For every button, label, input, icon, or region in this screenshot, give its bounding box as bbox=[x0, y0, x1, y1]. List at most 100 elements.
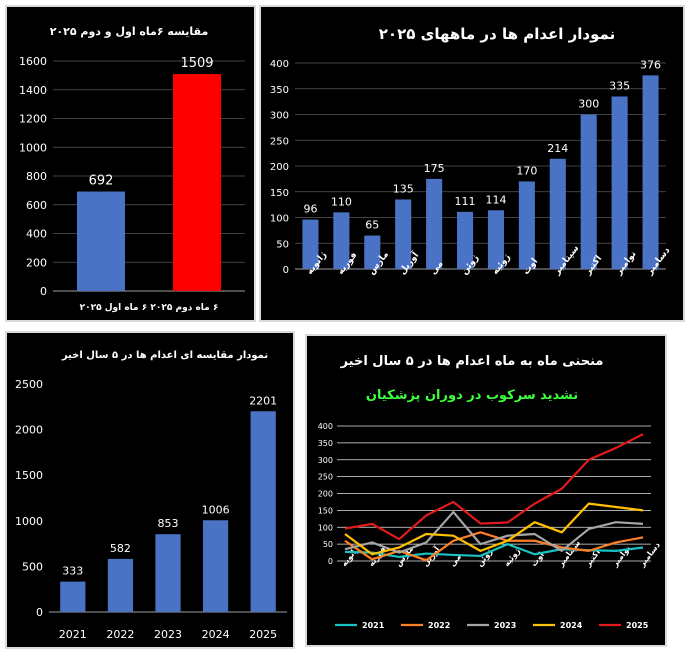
bar bbox=[155, 534, 181, 612]
bar-value-label: 110 bbox=[331, 195, 352, 208]
bar bbox=[549, 158, 566, 269]
chart-title: نمودار اعدام ها در ماههای ۲۰۲۵ bbox=[379, 25, 615, 43]
y-tick-label: 2000 bbox=[15, 424, 43, 437]
y-tick-label: 1600 bbox=[19, 55, 47, 68]
five-year-chart-panel: نمودار مقایسه ای اعدام ها در ۵ سال اخیر 0… bbox=[5, 331, 295, 649]
bar bbox=[202, 520, 229, 612]
chart-title: مقایسه ۶ماه اول و دوم ۲۰۲۵ bbox=[50, 25, 209, 38]
monthly-bar-chart: نمودار اعدام ها در ماههای ۲۰۲۵ 0 50 100 150 2… bbox=[270, 25, 673, 278]
bar-value-label: 692 bbox=[89, 174, 114, 189]
monthly-line-chart: منحنی ماه به ماه اعدام ها در ۵ سال اخیر ت… bbox=[318, 354, 662, 630]
bar bbox=[60, 581, 86, 612]
series-line-2024 bbox=[344, 502, 644, 556]
bar bbox=[580, 114, 597, 269]
y-tick-label: 1000 bbox=[19, 141, 47, 154]
bar bbox=[642, 75, 659, 269]
y-tick-label: 0 bbox=[40, 285, 47, 298]
legend-label-2022: 2022 bbox=[428, 621, 450, 630]
chart-title: نمودار مقایسه ای اعدام ها در ۵ سال اخیر bbox=[61, 350, 268, 361]
bar bbox=[333, 212, 350, 269]
y-tick-label: 0 bbox=[283, 265, 289, 276]
legend-label-2023: 2023 bbox=[494, 621, 516, 630]
series-line-2022 bbox=[344, 531, 644, 562]
y-tick-label: 200 bbox=[26, 256, 47, 269]
bar bbox=[426, 178, 443, 269]
bar-value-label: 853 bbox=[158, 517, 179, 530]
bar bbox=[77, 191, 125, 291]
legend-label-2024: 2024 bbox=[560, 621, 583, 630]
y-tick-label: 300 bbox=[318, 456, 333, 465]
y-tick-label: 250 bbox=[270, 136, 289, 147]
bar bbox=[302, 219, 319, 269]
series-line-2023 bbox=[344, 510, 644, 554]
y-tick-label: 400 bbox=[270, 59, 289, 70]
y-tick-label: 150 bbox=[318, 506, 333, 515]
y-tick-label: 2500 bbox=[15, 378, 43, 391]
y-tick-label: 0 bbox=[328, 557, 333, 566]
chart-title: منحنی ماه به ماه اعدام ها در ۵ سال اخیر bbox=[340, 354, 604, 369]
x-tick-label: دسامبر bbox=[637, 540, 662, 569]
y-tick-label: 1000 bbox=[15, 515, 43, 528]
bar-value-label: 376 bbox=[640, 58, 661, 71]
x-tick-label: 2025 bbox=[249, 628, 277, 641]
monthly-line-chart-panel: منحنی ماه به ماه اعدام ها در ۵ سال اخیر ت… bbox=[305, 334, 667, 647]
legend-label-2025: 2025 bbox=[626, 621, 649, 630]
series-line-2025 bbox=[344, 433, 644, 541]
x-tick-label: 2022 bbox=[106, 628, 134, 641]
bar bbox=[250, 411, 276, 612]
bar bbox=[107, 558, 134, 612]
y-tick-label: 400 bbox=[318, 422, 333, 431]
five-year-bar-chart: نمودار مقایسه ای اعدام ها در ۵ سال اخیر 0… bbox=[15, 350, 287, 641]
bar-value-label: 582 bbox=[110, 542, 131, 555]
y-tick-label: 50 bbox=[276, 239, 289, 250]
bar-value-label: 175 bbox=[424, 162, 445, 175]
x-tick-label: 2021 bbox=[59, 628, 87, 641]
x-tick-label: نوامبر bbox=[610, 544, 632, 569]
y-tick-label: 300 bbox=[270, 111, 289, 122]
y-tick-label: 1200 bbox=[19, 113, 47, 126]
y-tick-label: 150 bbox=[270, 188, 289, 199]
y-tick-label: 50 bbox=[323, 540, 333, 549]
bar-value-label: 1006 bbox=[202, 503, 230, 516]
bar bbox=[395, 199, 412, 269]
bar-value-label: 96 bbox=[303, 203, 317, 216]
y-tick-label: 400 bbox=[26, 228, 47, 241]
bar bbox=[457, 211, 474, 269]
bar-value-label: 114 bbox=[485, 193, 506, 206]
bar-value-label: 335 bbox=[609, 79, 630, 92]
bar-value-label: 170 bbox=[516, 164, 537, 177]
bar bbox=[518, 181, 535, 269]
y-tick-label: 1500 bbox=[15, 469, 43, 482]
bar bbox=[487, 210, 504, 269]
y-tick-label: 0 bbox=[36, 606, 43, 619]
y-tick-label: 250 bbox=[318, 473, 333, 482]
y-tick-label: 200 bbox=[270, 162, 289, 173]
y-tick-label: 350 bbox=[270, 85, 289, 96]
legend-label-2021: 2021 bbox=[362, 621, 385, 630]
y-tick-label: 500 bbox=[22, 560, 43, 573]
bar-value-label: 135 bbox=[393, 182, 414, 195]
x-tick-label: سپتامبر bbox=[556, 538, 583, 569]
y-tick-label: 800 bbox=[26, 170, 47, 183]
bar-value-label: 333 bbox=[62, 565, 83, 578]
monthly-2025-chart-panel: نمودار اعدام ها در ماههای ۲۰۲۵ 0 50 100 150 2… bbox=[259, 5, 685, 322]
bar bbox=[173, 74, 221, 291]
bar-value-label: 300 bbox=[578, 98, 599, 111]
y-tick-label: 350 bbox=[318, 439, 333, 448]
bar-value-label: 214 bbox=[547, 142, 568, 155]
y-tick-label: 600 bbox=[26, 199, 47, 212]
y-tick-label: 100 bbox=[318, 523, 333, 532]
y-tick-label: 1400 bbox=[19, 84, 47, 97]
bar bbox=[364, 235, 381, 269]
y-tick-label: 200 bbox=[318, 490, 333, 499]
bar-value-label: 1509 bbox=[180, 56, 213, 71]
half-year-chart-panel: مقایسه ۶ماه اول و دوم ۲۰۲۵ 0 200 400 600 800 1… bbox=[5, 5, 256, 322]
x-axis-label: ۶ ماه دوم ۲۰۲۵ ۶ ماه اول ۲۰۲۵ bbox=[80, 303, 219, 313]
half-year-bar-chart: مقایسه ۶ماه اول و دوم ۲۰۲۵ 0 200 400 600 800 1… bbox=[19, 25, 245, 313]
bar-value-label: 2201 bbox=[249, 394, 277, 407]
bar bbox=[611, 96, 628, 269]
bar-value-label: 65 bbox=[365, 219, 379, 232]
x-tick-label: 2023 bbox=[154, 628, 182, 641]
x-tick-label: 2024 bbox=[202, 628, 230, 641]
chart-subtitle: تشدید سرکوب در دوران پزشکیان bbox=[366, 388, 578, 403]
